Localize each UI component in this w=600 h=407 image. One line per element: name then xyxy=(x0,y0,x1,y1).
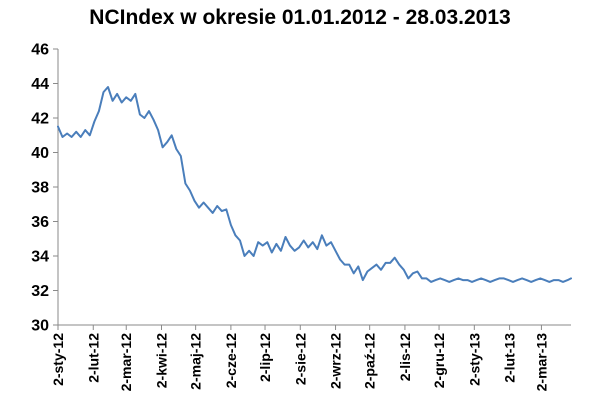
x-axis: 2-sty-12 2-lut-12 2-mar-12 2-kwi-12 2-maj-12… xyxy=(50,324,571,392)
x-tick-label: 2-sty-13 xyxy=(466,333,482,386)
x-tick-label: 2-mar-13 xyxy=(533,333,549,392)
y-tick-label: 36 xyxy=(31,214,49,231)
x-tick-label: 2-wrz-12 xyxy=(328,333,344,389)
y-tick-label: 34 xyxy=(31,249,49,266)
y-tick-label: 32 xyxy=(31,283,49,300)
x-tick-label: 2-lis-12 xyxy=(397,333,413,381)
x-tick-label: 2-lut-13 xyxy=(502,333,518,383)
y-tick-label: 40 xyxy=(31,145,49,162)
x-tick-label: 2-maj-12 xyxy=(188,333,204,390)
x-tick-label: 2-paź-12 xyxy=(362,333,378,389)
x-tick-label: 2-cze-12 xyxy=(223,333,239,388)
y-tick-label: 44 xyxy=(31,76,49,93)
x-tick-label: 2-lip-12 xyxy=(257,333,273,382)
y-tick-label: 42 xyxy=(31,111,49,128)
y-tick-label: 46 xyxy=(31,42,49,59)
x-tick-label: 2-kwi-12 xyxy=(154,333,170,388)
series-line-0 xyxy=(57,86,572,283)
x-tick-label: 2-sie-12 xyxy=(292,333,308,385)
x-tick-label: 2-gru-12 xyxy=(431,333,447,388)
y-tick-label: 30 xyxy=(31,318,49,335)
y-axis: 30 32 34 36 38 40 42 44 46 xyxy=(31,42,59,335)
series-line-group xyxy=(57,86,572,283)
y-tick-label: 38 xyxy=(31,180,49,197)
x-tick-label: 2-sty-12 xyxy=(50,333,66,386)
x-tick-label: 2-lut-12 xyxy=(85,333,101,383)
chart-title: NCIndex w okresie 01.01.2012 - 28.03.201… xyxy=(89,6,511,29)
x-tick-label: 2-mar-12 xyxy=(118,333,134,392)
